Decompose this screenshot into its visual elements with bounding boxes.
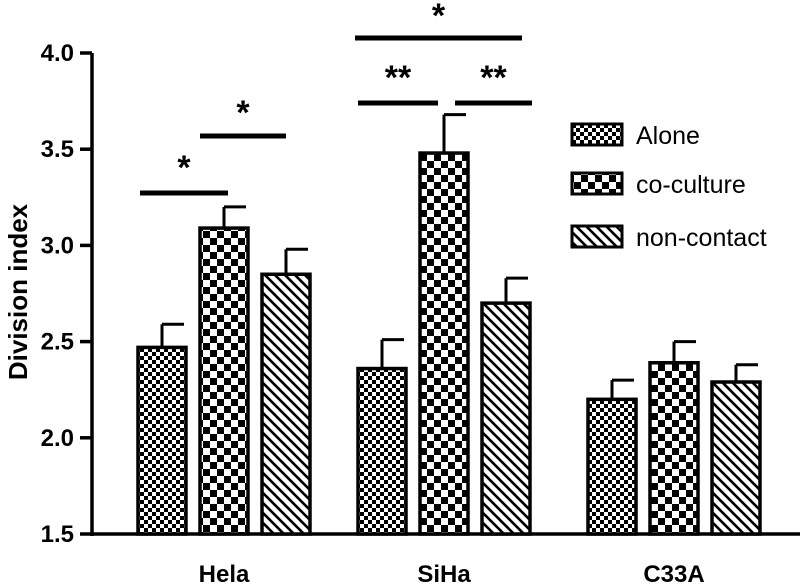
significance-label: *: [177, 149, 191, 187]
legend-swatch: [570, 122, 624, 147]
significance-label: *: [432, 0, 446, 35]
bar-siha-alone: [356, 366, 408, 536]
y-axis-label: Division index: [3, 203, 33, 380]
legend-label: non-contact: [636, 224, 767, 252]
legend-label: Alone: [636, 122, 700, 150]
x-tick-label: Hela: [199, 561, 250, 586]
bar-hela-alone: [136, 345, 188, 536]
bar-hela-non-contact: [260, 272, 312, 536]
bar-c33a-non-contact: [710, 380, 762, 536]
bar-siha-co-culture: [418, 151, 470, 536]
bar-c33a-alone: [586, 397, 638, 536]
x-tick-label: C33A: [643, 561, 704, 586]
x-tick-label: SiHa: [417, 561, 471, 586]
legend-swatch: [570, 171, 624, 196]
y-tick-label: 4.0: [41, 40, 74, 67]
significance-label: **: [385, 59, 412, 97]
significance-label: *: [236, 94, 250, 132]
bar-hela-co-culture: [198, 226, 250, 536]
y-tick-label: 3.0: [41, 232, 74, 259]
bar-siha-non-contact: [480, 301, 532, 536]
legend-label: co-culture: [636, 171, 746, 199]
y-tick-label: 2.0: [41, 425, 74, 452]
y-tick-label: 3.5: [41, 136, 74, 163]
y-tick-label: 2.5: [41, 329, 74, 356]
bar-c33a-co-culture: [648, 361, 700, 536]
legend-swatch: [570, 224, 624, 249]
y-tick-label: 1.5: [41, 521, 74, 548]
significance-label: **: [480, 59, 507, 97]
